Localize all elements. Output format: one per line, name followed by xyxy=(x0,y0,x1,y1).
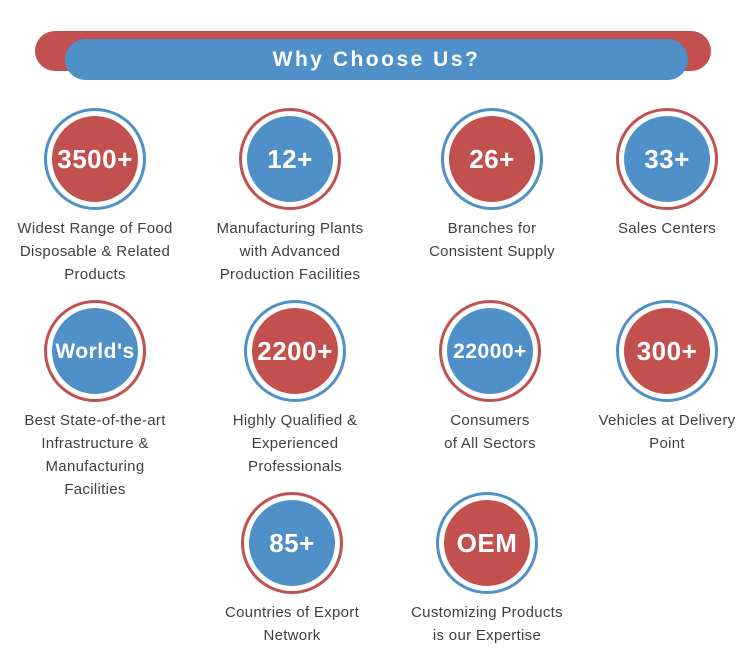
stat-caption: Branches for Consistent Supply xyxy=(428,220,555,260)
stat-value: 3500+ xyxy=(57,144,133,174)
stat-value: 300+ xyxy=(636,336,698,366)
stat-circle: 33+ xyxy=(624,116,710,202)
banner-front-pill: Why Choose Us? xyxy=(65,39,688,80)
stat-circle: World's xyxy=(52,308,138,394)
stat-caption: Sales Centers xyxy=(617,220,717,237)
stat-item: 22000+ Consumers of All Sectors xyxy=(395,300,585,455)
stat-item: 85+ Countries of Export Network xyxy=(197,492,387,647)
stat-caption: Vehicles at Delivery Point xyxy=(598,412,736,452)
stat-caption: Highly Qualified & Experienced Professio… xyxy=(232,412,358,475)
stat-circle: 3500+ xyxy=(52,116,138,202)
stat-value: 85+ xyxy=(269,528,315,558)
stat-value: 2200+ xyxy=(257,336,333,366)
stat-item: 12+ Manufacturing Plants with Advanced P… xyxy=(195,108,385,286)
page-title: Why Choose Us? xyxy=(272,47,481,71)
stat-caption: Countries of Export Network xyxy=(224,604,360,644)
stat-item: 2200+ Highly Qualified & Experienced Pro… xyxy=(200,300,390,478)
stat-value: World's xyxy=(55,339,135,363)
stat-item: 300+ Vehicles at Delivery Point xyxy=(572,300,750,455)
stat-caption: Customizing Products is our Expertise xyxy=(411,604,563,644)
stat-circle: OEM xyxy=(444,500,530,586)
stat-caption: Best State-of-the-art Infrastructure & M… xyxy=(24,412,166,498)
stat-value: 26+ xyxy=(469,144,515,174)
stat-item: 26+ Branches for Consistent Supply xyxy=(397,108,587,263)
stat-value: 22000+ xyxy=(453,339,527,363)
stat-value: 33+ xyxy=(644,144,690,174)
stat-value: OEM xyxy=(456,528,518,558)
stat-value: 12+ xyxy=(267,144,313,174)
stat-circle: 22000+ xyxy=(447,308,533,394)
stat-caption: Consumers of All Sectors xyxy=(444,412,536,452)
stat-item: World's Best State-of-the-art Infrastruc… xyxy=(0,300,190,501)
stat-item: 33+ Sales Centers xyxy=(572,108,750,240)
banner: Why Choose Us? xyxy=(0,0,750,95)
stat-circle: 300+ xyxy=(624,308,710,394)
stat-circle: 2200+ xyxy=(252,308,338,394)
stat-circle: 85+ xyxy=(249,500,335,586)
stat-item: OEM Customizing Products is our Expertis… xyxy=(392,492,582,647)
stat-item: 3500+ Widest Range of Food Disposable & … xyxy=(0,108,190,286)
stat-caption: Widest Range of Food Disposable & Relate… xyxy=(17,220,173,283)
stat-circle: 12+ xyxy=(247,116,333,202)
stat-circle: 26+ xyxy=(449,116,535,202)
stat-caption: Manufacturing Plants with Advanced Produ… xyxy=(216,220,364,283)
